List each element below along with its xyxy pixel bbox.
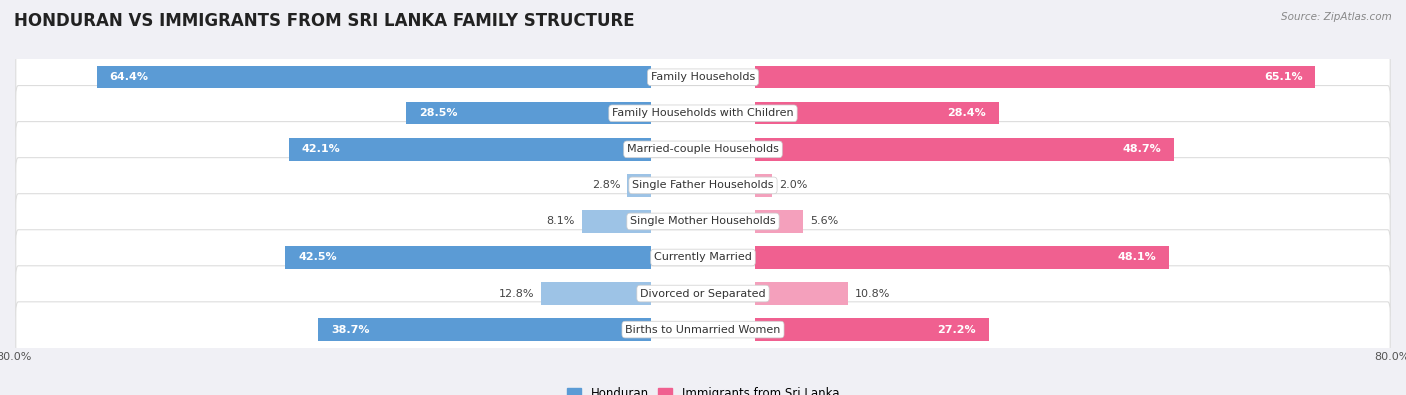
Bar: [318, 318, 651, 341]
FancyBboxPatch shape: [15, 49, 1391, 105]
Text: 38.7%: 38.7%: [330, 325, 370, 335]
Text: 42.1%: 42.1%: [302, 144, 340, 154]
Bar: [627, 174, 651, 197]
Text: 28.4%: 28.4%: [948, 108, 987, 118]
Text: 8.1%: 8.1%: [547, 216, 575, 226]
FancyBboxPatch shape: [15, 86, 1391, 141]
Text: Source: ZipAtlas.com: Source: ZipAtlas.com: [1281, 12, 1392, 22]
Bar: [755, 174, 772, 197]
Text: 42.5%: 42.5%: [298, 252, 337, 263]
Bar: [755, 282, 848, 305]
Legend: Honduran, Immigrants from Sri Lanka: Honduran, Immigrants from Sri Lanka: [562, 383, 844, 395]
Bar: [288, 138, 651, 160]
FancyBboxPatch shape: [15, 158, 1391, 213]
Text: Family Households with Children: Family Households with Children: [612, 108, 794, 118]
Text: 28.5%: 28.5%: [419, 108, 457, 118]
Text: 65.1%: 65.1%: [1264, 72, 1302, 82]
Text: Births to Unmarried Women: Births to Unmarried Women: [626, 325, 780, 335]
Text: 10.8%: 10.8%: [855, 288, 890, 299]
Text: 12.8%: 12.8%: [499, 288, 534, 299]
Text: 5.6%: 5.6%: [810, 216, 838, 226]
Bar: [406, 102, 651, 124]
Text: Single Mother Households: Single Mother Households: [630, 216, 776, 226]
Bar: [541, 282, 651, 305]
Bar: [755, 210, 803, 233]
FancyBboxPatch shape: [15, 302, 1391, 357]
Text: 2.8%: 2.8%: [592, 181, 620, 190]
Bar: [755, 246, 1168, 269]
Bar: [97, 66, 651, 88]
Text: Family Households: Family Households: [651, 72, 755, 82]
Text: 2.0%: 2.0%: [779, 181, 807, 190]
Text: Divorced or Separated: Divorced or Separated: [640, 288, 766, 299]
Text: Single Father Households: Single Father Households: [633, 181, 773, 190]
Bar: [755, 138, 1174, 160]
Bar: [755, 102, 1000, 124]
Text: 48.7%: 48.7%: [1122, 144, 1161, 154]
FancyBboxPatch shape: [15, 266, 1391, 321]
Text: HONDURAN VS IMMIGRANTS FROM SRI LANKA FAMILY STRUCTURE: HONDURAN VS IMMIGRANTS FROM SRI LANKA FA…: [14, 12, 634, 30]
Text: Married-couple Households: Married-couple Households: [627, 144, 779, 154]
Text: 48.1%: 48.1%: [1118, 252, 1156, 263]
Text: Currently Married: Currently Married: [654, 252, 752, 263]
FancyBboxPatch shape: [15, 194, 1391, 249]
Text: 64.4%: 64.4%: [110, 72, 149, 82]
FancyBboxPatch shape: [15, 122, 1391, 177]
Bar: [582, 210, 651, 233]
FancyBboxPatch shape: [15, 230, 1391, 285]
Bar: [755, 318, 988, 341]
Bar: [285, 246, 651, 269]
Text: 27.2%: 27.2%: [938, 325, 976, 335]
Bar: [755, 66, 1315, 88]
